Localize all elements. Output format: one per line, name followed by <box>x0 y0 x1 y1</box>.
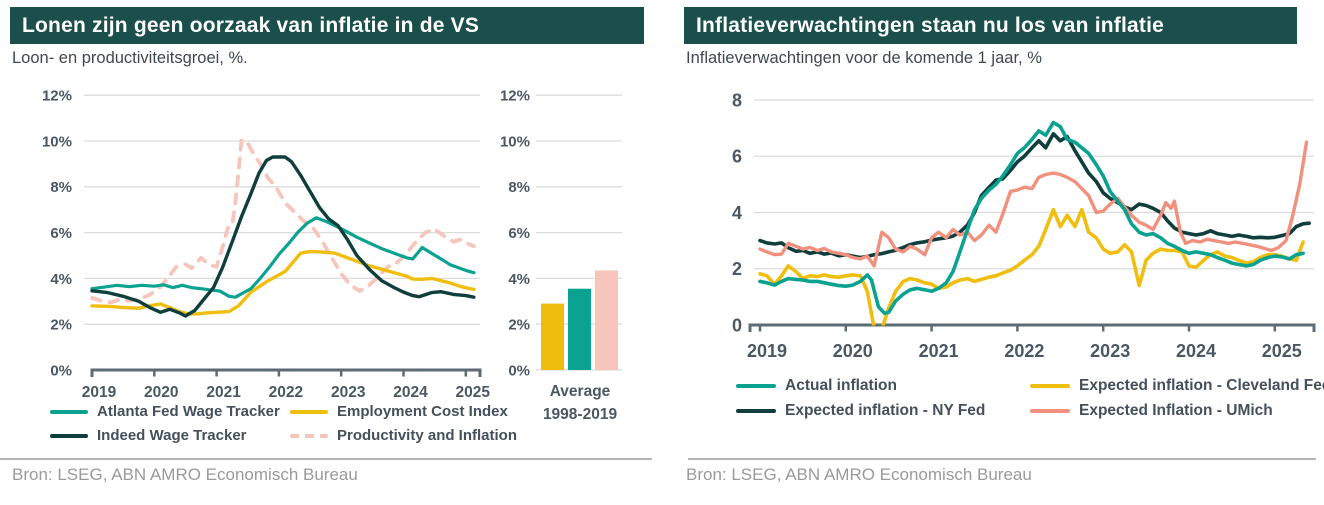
legend-item-actual-inflation: Actual inflation <box>736 377 1030 395</box>
dark-teal-line-swatch-icon <box>50 433 88 438</box>
right-divider-line <box>688 458 1316 460</box>
inflation-expectations-line-chart: 0 2 4 6 8 2019 2020 2021 2022 2023 2024 2025 <box>732 90 1316 361</box>
svg-text:2021: 2021 <box>206 384 241 401</box>
svg-text:4: 4 <box>732 203 742 223</box>
wage-growth-panel: Lonen zijn geen oorzaak van inflatie in … <box>0 0 652 505</box>
svg-text:8%: 8% <box>50 179 72 196</box>
left-panel-title: Lonen zijn geen oorzaak van inflatie in … <box>22 13 480 37</box>
bar-group-label: Average 1998-2019 <box>513 380 647 426</box>
svg-text:2023: 2023 <box>331 384 366 401</box>
svg-text:2: 2 <box>732 259 742 279</box>
legend-label: Expected inflation - Cleveland Fed <box>1079 377 1324 394</box>
right-title-bar: Inflatieverwachtingen staan nu los van i… <box>684 7 1297 44</box>
left-source-text: Bron: LSEG, ABN AMRO Economisch Bureau <box>12 465 358 484</box>
svg-text:10%: 10% <box>42 133 72 150</box>
svg-text:2024: 2024 <box>1176 341 1216 361</box>
svg-text:2019: 2019 <box>82 384 117 401</box>
left-title-bar: Lonen zijn geen oorzaak van inflatie in … <box>10 7 644 44</box>
svg-text:2023: 2023 <box>1090 341 1130 361</box>
legend-label: Expected Inflation - UMich <box>1079 402 1273 419</box>
yellow-line-swatch-icon <box>1030 383 1070 389</box>
left-legend: Atlanta Fed Wage Tracker Employment Cost… <box>50 403 517 444</box>
svg-text:0%: 0% <box>508 362 530 379</box>
svg-text:2020: 2020 <box>144 384 178 401</box>
svg-text:2019: 2019 <box>747 341 787 361</box>
inflation-expectations-panel: Inflatieverwachtingen staan nu los van i… <box>680 0 1324 505</box>
legend-item-expected-inflation-ny-fed: Expected inflation - NY Fed <box>736 402 1030 420</box>
svg-text:8: 8 <box>732 90 742 110</box>
svg-text:8%: 8% <box>508 179 530 196</box>
svg-text:12%: 12% <box>500 88 530 105</box>
svg-text:6%: 6% <box>50 225 72 242</box>
legend-item-atlanta-fed-wage-tracker: Atlanta Fed Wage Tracker <box>50 403 290 420</box>
svg-text:6%: 6% <box>508 225 530 242</box>
pink-dashed-line-swatch-icon <box>290 433 328 438</box>
svg-text:2024: 2024 <box>393 384 428 401</box>
legend-item-employment-cost-index: Employment Cost Index <box>290 403 517 420</box>
right-legend: Actual inflation Expected inflation - Cl… <box>736 377 1324 420</box>
svg-text:2022: 2022 <box>269 384 303 401</box>
svg-text:4%: 4% <box>50 271 72 288</box>
svg-text:2020: 2020 <box>833 341 873 361</box>
svg-text:2022: 2022 <box>1004 341 1044 361</box>
svg-text:10%: 10% <box>500 133 530 150</box>
left-divider-line <box>0 458 652 460</box>
wage-productivity-line-chart: 0% 0% 2% 2% 4% 4% 6% 6% 8% 8% 10% 10% 12% 12% 2019 2020… <box>42 88 622 401</box>
yellow-line-swatch-icon <box>290 409 328 414</box>
svg-text:0%: 0% <box>50 362 72 379</box>
legend-label: Actual inflation <box>785 377 897 394</box>
svg-text:4%: 4% <box>508 271 530 288</box>
right-panel-title: Inflatieverwachtingen staan nu los van i… <box>696 13 1165 37</box>
svg-text:2025: 2025 <box>456 384 491 401</box>
svg-text:2025: 2025 <box>1262 341 1302 361</box>
legend-label: Productivity and Inflation <box>337 427 518 444</box>
teal-line-swatch-icon <box>736 383 776 389</box>
teal-line-swatch-icon <box>50 409 88 414</box>
svg-text:2%: 2% <box>50 317 72 334</box>
left-panel-subtitle: Loon- en productiviteitsgroei, %. <box>12 49 248 67</box>
legend-item-expected-inflation-umich: Expected Inflation - UMich <box>1030 402 1324 420</box>
svg-text:2021: 2021 <box>919 341 959 361</box>
bar-group-label-line1: Average <box>549 383 611 400</box>
right-source-text: Bron: LSEG, ABN AMRO Economisch Bureau <box>686 465 1032 484</box>
dark-teal-line-swatch-icon <box>736 408 776 414</box>
svg-text:6: 6 <box>732 147 742 167</box>
legend-item-indeed-wage-tracker: Indeed Wage Tracker <box>50 427 290 444</box>
legend-label: Indeed Wage Tracker <box>97 427 247 444</box>
right-panel-subtitle: Inflatieverwachtingen voor de komende 1 … <box>686 49 1042 67</box>
legend-label: Atlanta Fed Wage Tracker <box>97 403 280 420</box>
legend-label: Expected inflation - NY Fed <box>785 402 986 419</box>
legend-item-expected-inflation-cleveland-fed: Expected inflation - Cleveland Fed <box>1030 377 1324 395</box>
bar-group-label-line2: 1998-2019 <box>542 406 618 423</box>
svg-text:0: 0 <box>732 315 742 335</box>
salmon-line-swatch-icon <box>1030 408 1070 414</box>
legend-label: Employment Cost Index <box>337 403 508 420</box>
legend-item-productivity-and-inflation: Productivity and Inflation <box>290 427 517 444</box>
svg-text:12%: 12% <box>42 88 72 105</box>
svg-text:2%: 2% <box>508 317 530 334</box>
